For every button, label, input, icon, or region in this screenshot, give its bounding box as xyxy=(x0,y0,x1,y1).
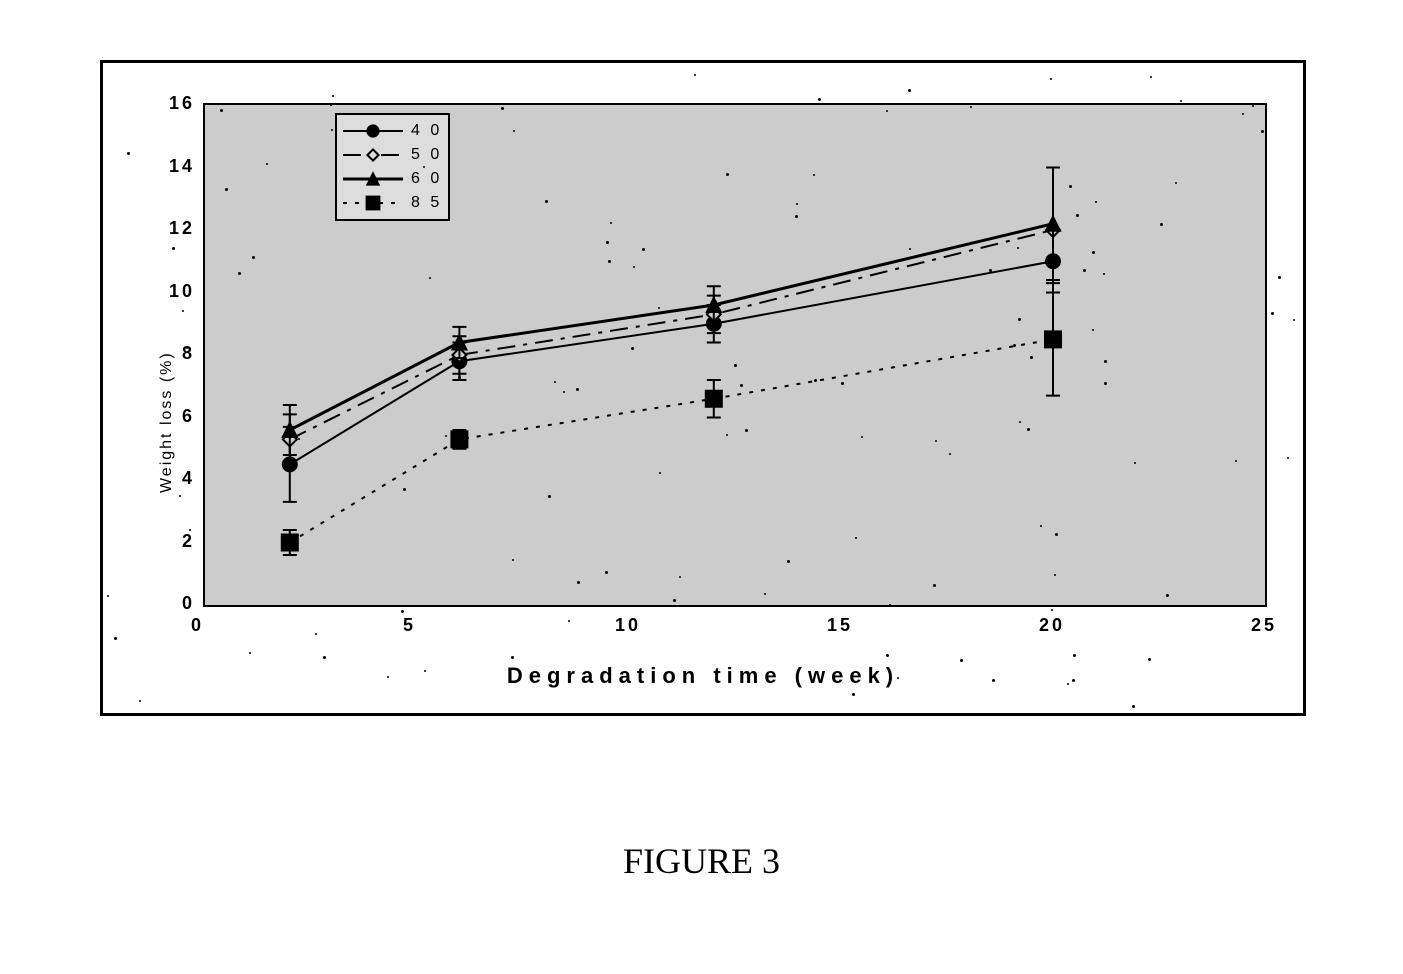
chart-frame: Weight loss (%) 0 2 4 6 8 10 12 14 16 4 0 5 0 6 0 8… xyxy=(100,60,1306,716)
legend-label: 5 0 xyxy=(411,146,442,164)
legend: 4 0 5 0 6 0 8 5 xyxy=(335,113,450,221)
y-tick: 0 xyxy=(182,593,195,614)
legend-sample xyxy=(343,169,403,189)
legend-label: 6 0 xyxy=(411,170,442,188)
y-tick: 16 xyxy=(169,93,195,114)
legend-item: 8 5 xyxy=(343,191,442,215)
x-tick: 25 xyxy=(1251,615,1277,636)
page: Weight loss (%) 0 2 4 6 8 10 12 14 16 4 0 5 0 6 0 8… xyxy=(0,0,1403,974)
y-axis-label: Weight loss (%) xyxy=(158,351,176,493)
x-tick: 15 xyxy=(827,615,853,636)
y-tick: 8 xyxy=(182,343,195,364)
legend-label: 8 5 xyxy=(411,194,442,212)
x-tick: 10 xyxy=(615,615,641,636)
x-tick: 5 xyxy=(403,615,416,636)
x-tick: 20 xyxy=(1039,615,1065,636)
x-tick: 0 xyxy=(191,615,204,636)
legend-item: 6 0 xyxy=(343,167,442,191)
legend-sample xyxy=(343,145,403,165)
x-axis-label: Degradation time (week) xyxy=(103,663,1303,689)
plot-area: 4 0 5 0 6 0 8 5 xyxy=(203,103,1267,607)
y-tick: 12 xyxy=(169,218,195,239)
legend-sample xyxy=(343,121,403,141)
y-tick: 2 xyxy=(182,531,195,552)
legend-item: 4 0 xyxy=(343,119,442,143)
y-tick: 10 xyxy=(169,281,195,302)
y-tick: 14 xyxy=(169,156,195,177)
figure-caption: FIGURE 3 xyxy=(0,840,1403,882)
legend-item: 5 0 xyxy=(343,143,442,167)
legend-sample xyxy=(343,193,403,213)
y-tick: 6 xyxy=(182,406,195,427)
y-tick: 4 xyxy=(182,468,195,489)
legend-label: 4 0 xyxy=(411,122,442,140)
